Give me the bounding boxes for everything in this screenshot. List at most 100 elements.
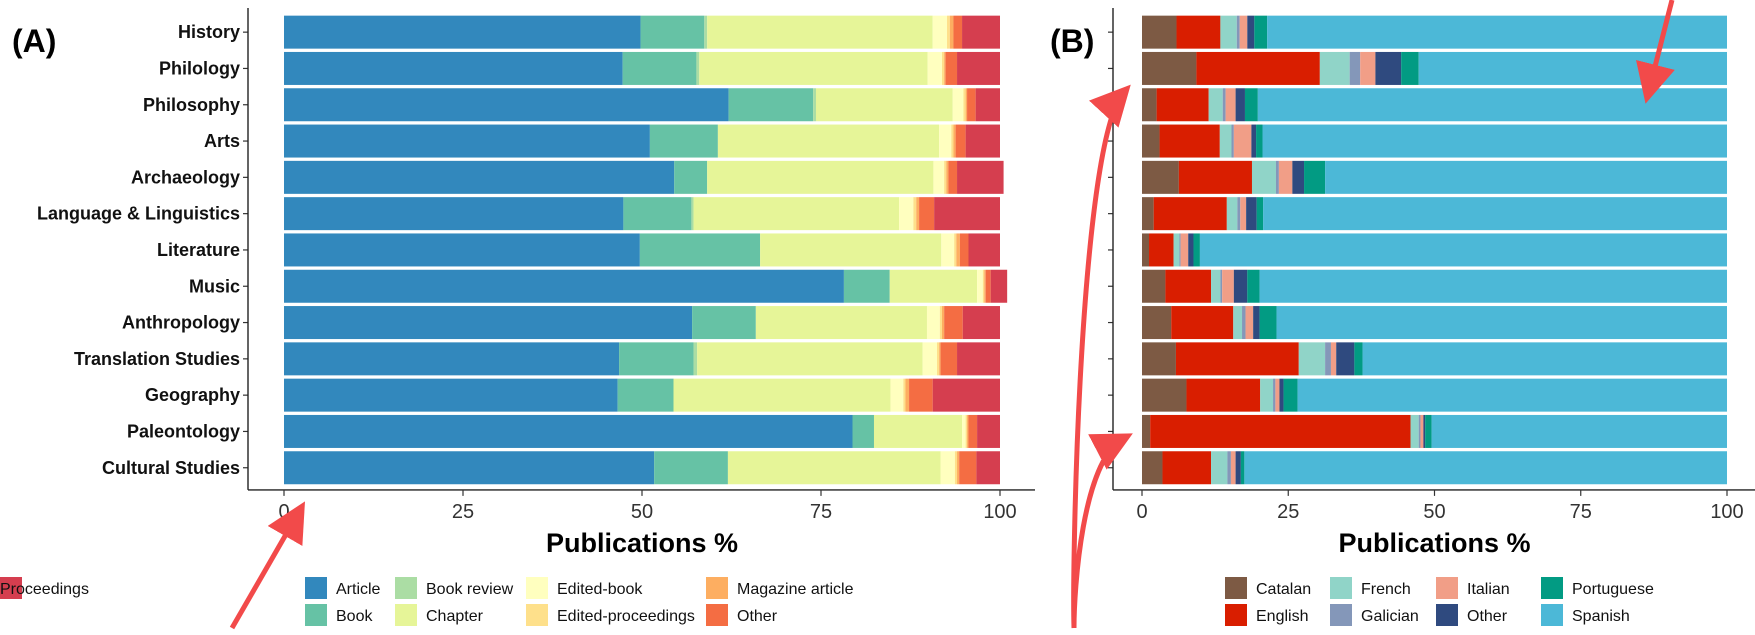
bar-segment [1186, 378, 1261, 412]
bar-segment [1211, 269, 1221, 303]
bar-segment [1142, 306, 1172, 340]
bar-segment [1239, 15, 1248, 49]
bar-segment [1226, 197, 1238, 231]
bar-segment [1220, 15, 1237, 49]
bar-segment [727, 451, 941, 485]
bar-segment [948, 160, 958, 194]
bar-segment [1235, 88, 1245, 122]
bar-segment [1142, 269, 1166, 303]
bar-segment [284, 306, 693, 340]
bar-segment [1257, 88, 1727, 122]
bar-segment [1142, 88, 1157, 122]
legend-swatch [1436, 604, 1458, 626]
bar-segment [976, 451, 1000, 485]
bar-segment [1142, 51, 1197, 85]
bar-segment [623, 197, 692, 231]
bar-segment [947, 15, 950, 49]
bar-segment [1142, 124, 1160, 158]
bar-segment [284, 160, 675, 194]
bar-segment [1260, 378, 1274, 412]
legend-swatch [706, 577, 728, 599]
bar-segment [1235, 451, 1241, 485]
legend-swatch [0, 577, 22, 599]
bar-segment [1418, 414, 1421, 448]
bar-segment [1230, 451, 1236, 485]
bar-segment [954, 233, 957, 267]
bar-segment [1222, 88, 1226, 122]
x-tick-label: 25 [452, 501, 474, 523]
bar-segment [1178, 160, 1252, 194]
bar-segment [1267, 15, 1727, 49]
bar-segment [1420, 414, 1424, 448]
bar-segment [1219, 124, 1232, 158]
x-axis-title: Publications % [546, 528, 738, 558]
bar-segment [962, 15, 1000, 49]
bar-segment [984, 269, 986, 303]
bar-segment [1423, 414, 1426, 448]
legend-label: Book [336, 608, 373, 625]
legend-swatch [1225, 577, 1247, 599]
bar-segment [916, 197, 920, 231]
bar-segment [1244, 88, 1258, 122]
x-tick-label: 75 [810, 501, 832, 523]
legend-swatch [305, 577, 327, 599]
bar-segment [951, 124, 954, 158]
bar-segment [1275, 160, 1279, 194]
bar-segment [945, 51, 958, 85]
bar-segment [1220, 269, 1223, 303]
bar-segment [1256, 197, 1264, 231]
bar-segment [954, 451, 958, 485]
legend-label: Other [737, 608, 778, 625]
legend-label: Galician [1361, 608, 1419, 625]
bar-segment [1159, 124, 1220, 158]
bar-segment [1247, 269, 1260, 303]
bar-segment [1325, 160, 1727, 194]
legend-label: Italian [1467, 581, 1510, 598]
category-label: Philology [159, 58, 240, 78]
bar-segment [692, 306, 756, 340]
bar-segment [957, 160, 1004, 194]
category-label: Arts [204, 131, 240, 151]
bar-segment [1247, 15, 1255, 49]
bar-segment [617, 378, 674, 412]
bar-segment [673, 378, 891, 412]
bar-segment [843, 269, 890, 303]
bar-segment [852, 414, 874, 448]
bar-segment [899, 197, 914, 231]
bar-segment [932, 378, 1000, 412]
bar-segment [674, 160, 708, 194]
bar-segment [965, 124, 1000, 158]
category-label: Anthropology [122, 313, 240, 333]
bar-segment [1418, 51, 1727, 85]
bar-segment [962, 414, 966, 448]
annotation-arrow [1636, 0, 1675, 104]
bar-segment [1275, 378, 1280, 412]
bar-segment [284, 378, 618, 412]
bar-segment [952, 88, 964, 122]
bar-segment [1231, 124, 1234, 158]
legend-swatch [1225, 604, 1247, 626]
bar-segment [965, 414, 968, 448]
legend-label: Portuguese [1572, 581, 1654, 598]
bar-segment [1325, 342, 1331, 376]
bar-segment [1233, 306, 1243, 340]
bar-segment [1262, 124, 1727, 158]
legend-swatch [395, 577, 417, 599]
bar-segment [942, 306, 945, 340]
bar-segment [1171, 306, 1234, 340]
bar-segment [755, 306, 927, 340]
bar-segment [939, 306, 943, 340]
legend-label: Spanish [1572, 608, 1630, 625]
bar-segment [913, 197, 917, 231]
annotation-arrow [229, 501, 305, 630]
bar-segment [707, 160, 934, 194]
bar-segment [953, 15, 963, 49]
legend-swatch [1541, 604, 1563, 626]
legend-swatch [1436, 577, 1458, 599]
bar-segment [1236, 15, 1240, 49]
bar-segment [1375, 51, 1402, 85]
bar-segment [956, 233, 960, 267]
bar-segment [284, 88, 729, 122]
bar-segment [717, 124, 940, 158]
bar-segment [985, 269, 991, 303]
